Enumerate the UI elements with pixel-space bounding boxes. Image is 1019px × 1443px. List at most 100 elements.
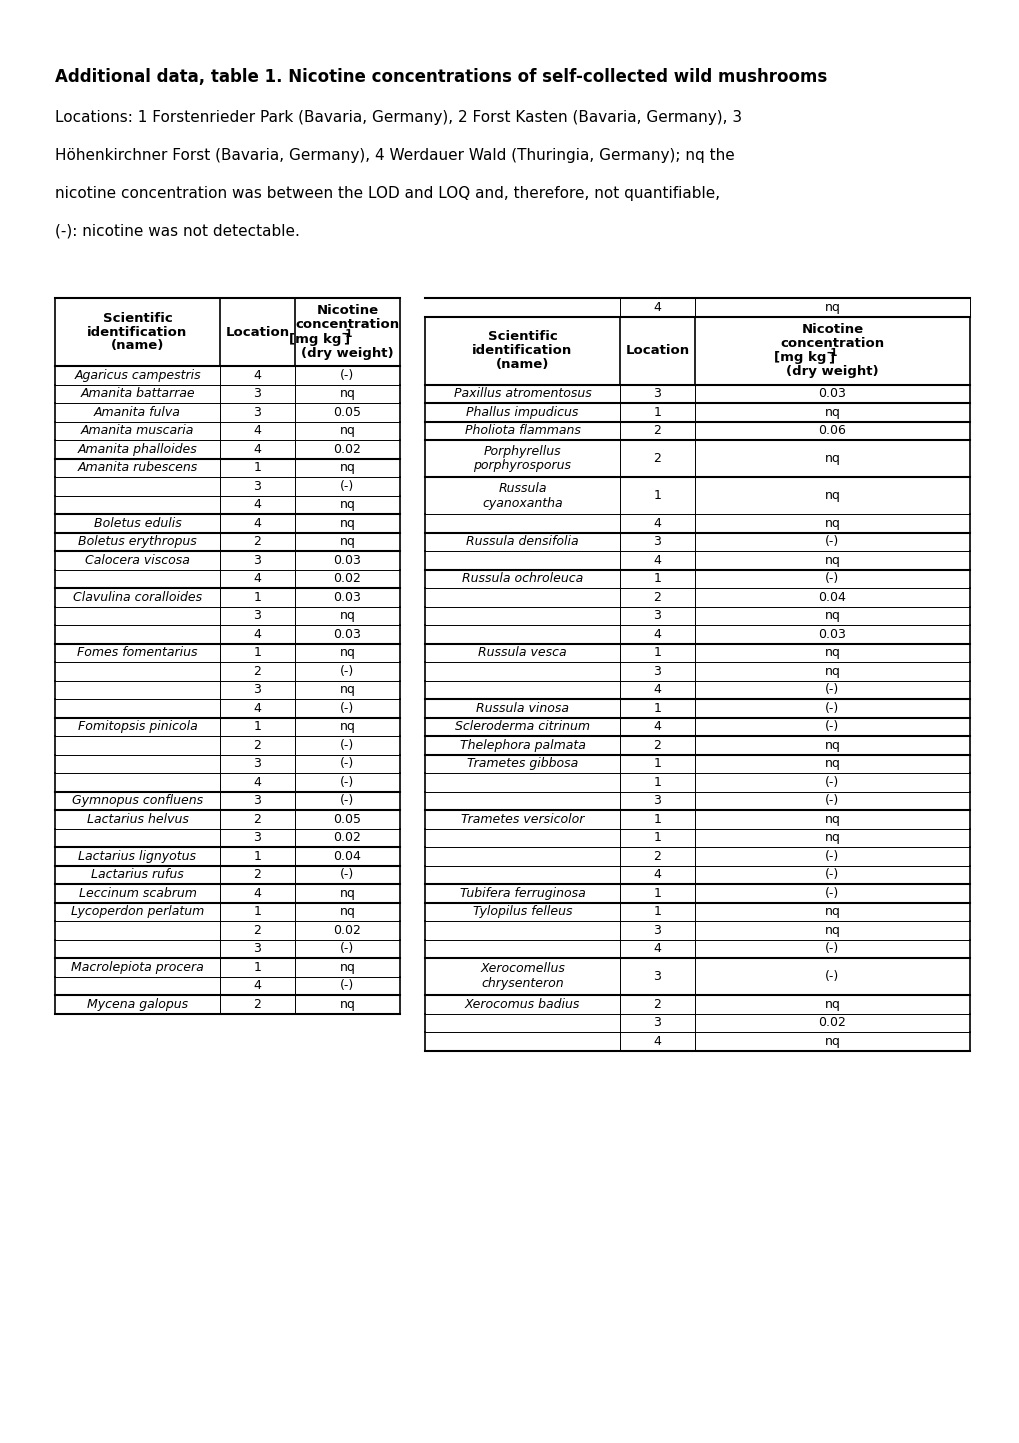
Text: 4: 4	[653, 683, 660, 697]
Text: 1: 1	[653, 831, 660, 844]
Text: 3: 3	[653, 609, 660, 622]
Text: (-): (-)	[340, 665, 355, 678]
Text: 1: 1	[254, 905, 261, 918]
Text: nq: nq	[823, 452, 840, 465]
Text: 3: 3	[653, 1016, 660, 1029]
Text: Scleroderma citrinum: Scleroderma citrinum	[454, 720, 589, 733]
Text: 2: 2	[653, 850, 660, 863]
Text: 3: 3	[254, 554, 261, 567]
Text: 4: 4	[653, 517, 660, 530]
Text: 1: 1	[653, 489, 660, 502]
Text: 2: 2	[254, 812, 261, 825]
Text: 2: 2	[653, 590, 660, 603]
Text: Amanita phalloides: Amanita phalloides	[77, 443, 198, 456]
Text: 4: 4	[653, 554, 660, 567]
Text: Lycoperdon perlatum: Lycoperdon perlatum	[70, 905, 204, 918]
Text: 4: 4	[254, 628, 261, 641]
Text: nq: nq	[339, 997, 355, 1010]
Text: (-): (-)	[340, 758, 355, 771]
Text: (-): (-)	[824, 701, 839, 714]
Text: 4: 4	[254, 887, 261, 900]
Text: 4: 4	[254, 776, 261, 789]
Text: Phallus impudicus: Phallus impudicus	[466, 405, 578, 418]
Text: (-): (-)	[824, 683, 839, 697]
Text: (-): (-)	[824, 776, 839, 789]
Text: 4: 4	[653, 628, 660, 641]
Text: 0.03: 0.03	[333, 590, 361, 603]
Text: Amanita rubescens: Amanita rubescens	[77, 462, 198, 475]
Text: nq: nq	[339, 498, 355, 511]
Text: 0.02: 0.02	[333, 573, 361, 586]
Text: (-): (-)	[824, 942, 839, 955]
Text: 0.02: 0.02	[333, 443, 361, 456]
Text: 3: 3	[653, 387, 660, 400]
Text: Thelephora palmata: Thelephora palmata	[460, 739, 585, 752]
Text: Locations: 1 Forstenrieder Park (Bavaria, Germany), 2 Forst Kasten (Bavaria, Ger: Locations: 1 Forstenrieder Park (Bavaria…	[55, 110, 742, 126]
Text: 2: 2	[254, 869, 261, 882]
Text: 1: 1	[653, 405, 660, 418]
Text: nq: nq	[823, 1035, 840, 1048]
Text: Location: Location	[225, 326, 289, 339]
Text: 2: 2	[653, 424, 660, 437]
Text: (-): (-)	[340, 369, 355, 382]
Text: Russula
cyanoxantha: Russula cyanoxantha	[482, 482, 562, 509]
Text: 3: 3	[254, 387, 261, 400]
Text: Additional data, table 1. Nicotine concentrations of self-collected wild mushroo: Additional data, table 1. Nicotine conce…	[55, 68, 826, 87]
Text: 0.05: 0.05	[333, 812, 361, 825]
Text: nq: nq	[823, 646, 840, 659]
Text: Tubifera ferruginosa: Tubifera ferruginosa	[460, 887, 585, 900]
Text: 1: 1	[653, 776, 660, 789]
Text: Mycena galopus: Mycena galopus	[87, 997, 187, 1010]
Text: nq: nq	[339, 387, 355, 400]
Text: nq: nq	[339, 720, 355, 733]
Text: Russula vesca: Russula vesca	[478, 646, 567, 659]
Text: (-): (-)	[824, 794, 839, 807]
Text: 1: 1	[653, 646, 660, 659]
Text: Amanita fulva: Amanita fulva	[94, 405, 180, 418]
Text: 2: 2	[254, 535, 261, 548]
Text: nq: nq	[339, 905, 355, 918]
Text: (-): (-)	[824, 535, 839, 548]
Text: 4: 4	[254, 573, 261, 586]
Text: 1: 1	[653, 887, 660, 900]
Text: nq: nq	[823, 905, 840, 918]
Text: 4: 4	[254, 517, 261, 530]
Text: (-): (-)	[824, 970, 839, 983]
Text: 1: 1	[653, 701, 660, 714]
Text: 0.03: 0.03	[333, 628, 361, 641]
Text: (-): (-)	[340, 479, 355, 492]
Text: Location: Location	[625, 343, 689, 356]
Text: 3: 3	[653, 535, 660, 548]
Text: nq: nq	[823, 831, 840, 844]
Text: 4: 4	[653, 720, 660, 733]
Text: 3: 3	[653, 970, 660, 983]
Text: 0.03: 0.03	[818, 387, 846, 400]
Text: Boletus edulis: Boletus edulis	[94, 517, 181, 530]
Text: nq: nq	[823, 405, 840, 418]
Text: 4: 4	[254, 424, 261, 437]
Text: 2: 2	[254, 739, 261, 752]
Text: (-): (-)	[824, 850, 839, 863]
Text: Höhenkirchner Forst (Bavaria, Germany), 4 Werdauer Wald (Thuringia, Germany); nq: Höhenkirchner Forst (Bavaria, Germany), …	[55, 149, 734, 163]
Text: nq: nq	[339, 961, 355, 974]
Text: Xerocomellus
chrysenteron: Xerocomellus chrysenteron	[480, 962, 565, 990]
Text: Nicotine: Nicotine	[801, 323, 863, 336]
Text: 4: 4	[653, 869, 660, 882]
Text: (dry weight): (dry weight)	[301, 346, 393, 359]
Text: nq: nq	[339, 424, 355, 437]
Text: nq: nq	[823, 609, 840, 622]
Text: (-): (-)	[340, 980, 355, 993]
Text: Pholiota flammans: Pholiota flammans	[464, 424, 580, 437]
Text: 4: 4	[254, 369, 261, 382]
Text: nq: nq	[823, 812, 840, 825]
Text: 1: 1	[653, 573, 660, 586]
Text: Macrolepiota procera: Macrolepiota procera	[71, 961, 204, 974]
Text: ]: ]	[343, 332, 350, 345]
Text: 0.04: 0.04	[333, 850, 361, 863]
Text: nicotine concentration was between the LOD and LOQ and, therefore, not quantifia: nicotine concentration was between the L…	[55, 186, 719, 201]
Text: nq: nq	[823, 924, 840, 937]
Text: 0.06: 0.06	[818, 424, 846, 437]
Text: (-): (-)	[824, 720, 839, 733]
Text: 1: 1	[254, 590, 261, 603]
Text: [mg kg: [mg kg	[773, 351, 825, 364]
